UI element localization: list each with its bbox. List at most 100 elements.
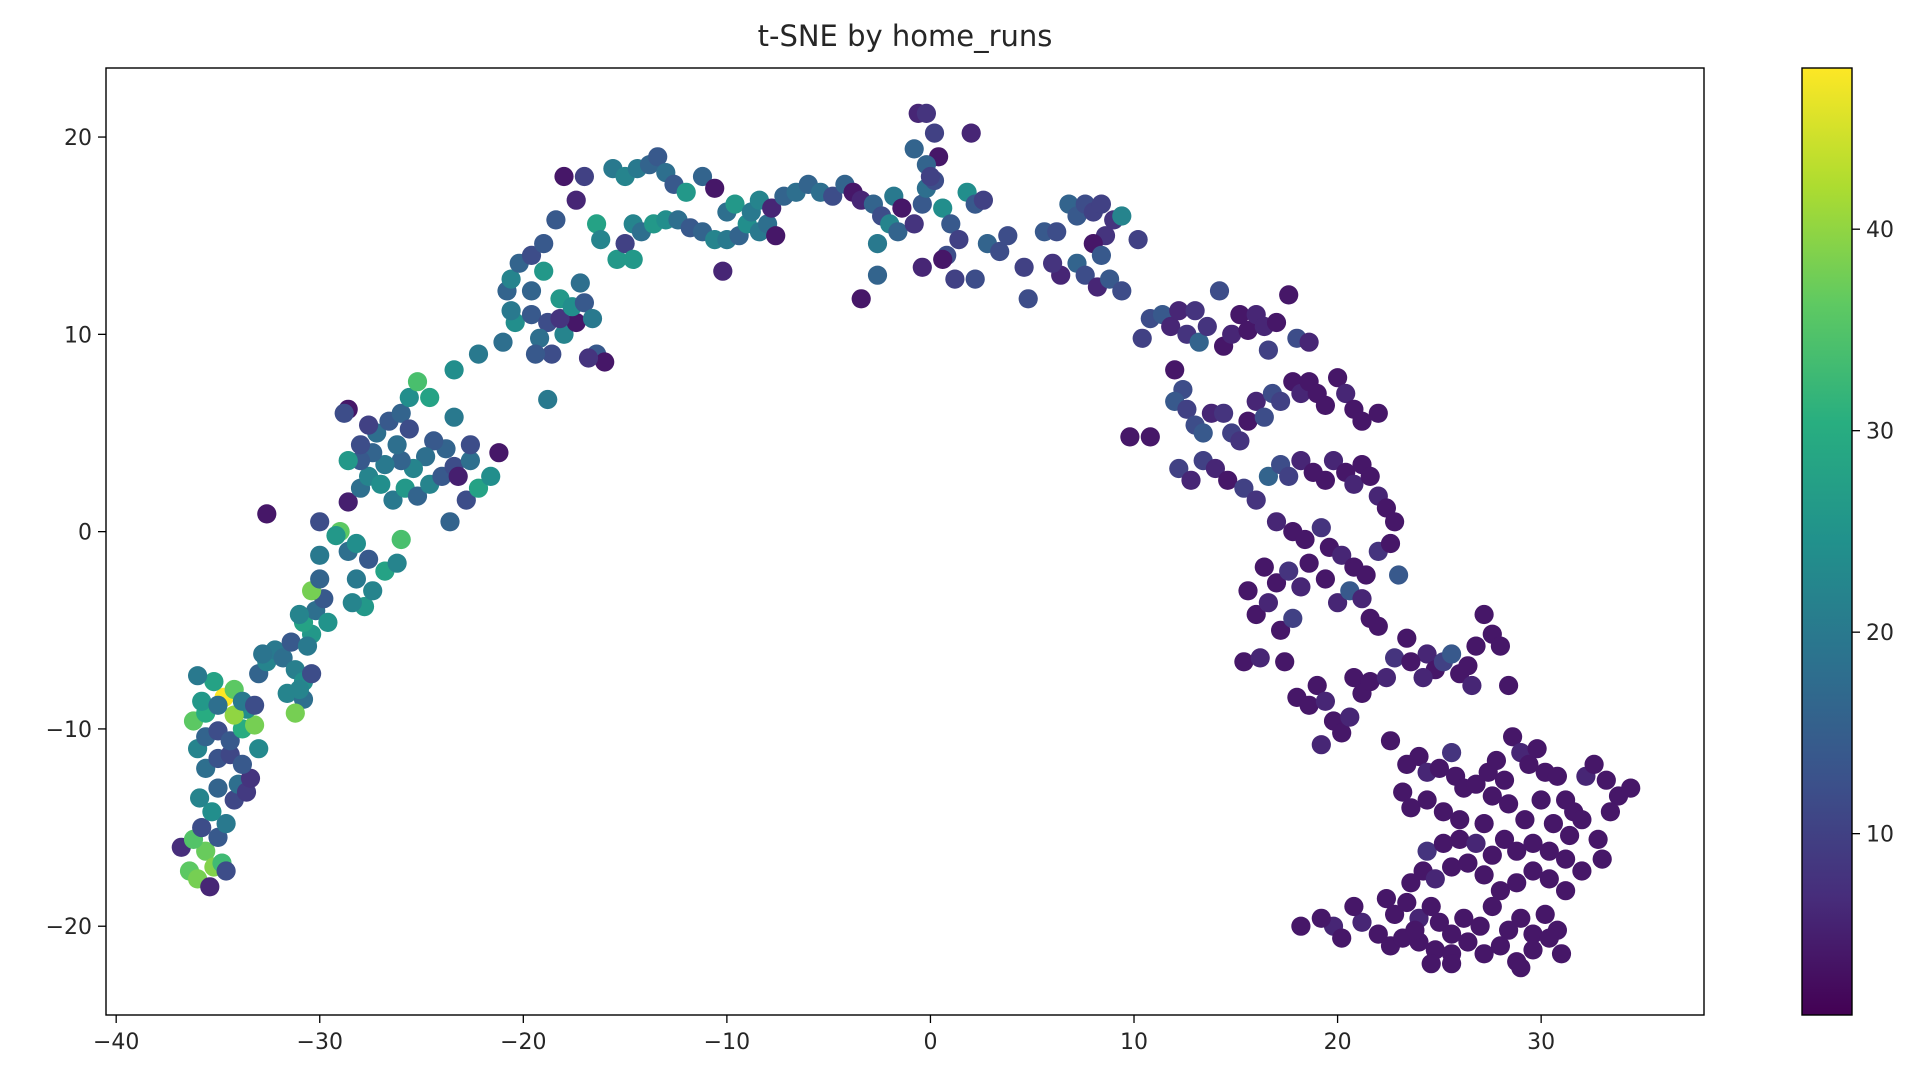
scatter-point xyxy=(595,352,615,372)
scatter-point xyxy=(1299,553,1319,573)
scatter-point xyxy=(1482,786,1502,806)
scatter-point xyxy=(468,478,489,498)
scatter-point xyxy=(208,695,228,715)
x-tick-label: −30 xyxy=(297,1030,343,1055)
x-tick-label: −40 xyxy=(93,1030,139,1055)
scatter-point xyxy=(534,234,554,254)
scatter-point xyxy=(456,490,476,510)
scatter-point xyxy=(1344,474,1364,494)
scatter-point xyxy=(245,715,265,735)
scatter-point xyxy=(310,545,330,565)
scatter-point xyxy=(289,604,309,625)
scatter-point xyxy=(904,139,924,159)
scatter-point xyxy=(1425,869,1445,889)
scatter-point xyxy=(363,581,383,601)
scatter-point xyxy=(1458,932,1478,952)
scatter-point xyxy=(1352,912,1372,932)
scatter-point xyxy=(468,344,489,364)
scatter-point xyxy=(1393,782,1413,802)
x-tick-label: −10 xyxy=(704,1030,750,1055)
scatter-point xyxy=(554,166,574,187)
scatter-point xyxy=(867,234,888,254)
scatter-point xyxy=(1169,301,1189,321)
scatter-point xyxy=(521,281,542,301)
scatter-point xyxy=(1380,731,1401,751)
scatter-point xyxy=(1323,451,1344,471)
scatter-point xyxy=(587,214,607,234)
scatter-point xyxy=(578,348,599,368)
scatter-point xyxy=(297,636,318,656)
scatter-point xyxy=(1266,312,1287,333)
scatter-point xyxy=(350,435,371,455)
scatter-point xyxy=(501,301,521,321)
scatter-point xyxy=(1421,954,1441,974)
scatter-point xyxy=(1344,896,1364,917)
scatter-point xyxy=(285,703,305,723)
scatter-point xyxy=(383,490,403,510)
scatter-point xyxy=(1230,305,1250,325)
scatter-point xyxy=(501,269,521,289)
scatter-point xyxy=(192,818,212,838)
scatter-point xyxy=(240,768,261,788)
scatter-point xyxy=(1376,889,1396,909)
y-tick-label: −20 xyxy=(46,915,92,940)
scatter-point xyxy=(190,788,210,808)
scatter-point xyxy=(892,198,912,218)
scatter-point xyxy=(1466,636,1486,656)
scatter-point xyxy=(1482,845,1502,865)
scatter-point xyxy=(1254,557,1274,577)
y-tick-label: 20 xyxy=(64,126,92,151)
x-tick-label: 30 xyxy=(1527,1030,1555,1055)
scatter-point xyxy=(1401,652,1421,672)
scatter-point xyxy=(1165,360,1185,380)
scatter-point xyxy=(1014,257,1034,277)
scatter-point xyxy=(916,103,937,123)
y-tick-label: 0 xyxy=(78,521,92,546)
scatter-point xyxy=(1100,269,1120,289)
scatter-point xyxy=(399,387,419,408)
scatter-point xyxy=(1397,628,1417,648)
scatter-point xyxy=(965,269,985,289)
scatter-point xyxy=(1332,723,1352,743)
scatter-point xyxy=(570,273,590,293)
scatter-point xyxy=(1238,411,1258,431)
x-axis: −40 −30 −20 −10 0 10 20 30 xyxy=(93,1015,1555,1055)
scatter-point xyxy=(1177,399,1197,419)
scatter-point xyxy=(273,648,293,668)
scatter-point xyxy=(912,194,932,214)
scatter-point xyxy=(1385,648,1405,668)
scatter-point xyxy=(521,305,542,325)
scatter-point xyxy=(1295,529,1315,550)
scatter-point xyxy=(1218,470,1238,490)
scatter-point xyxy=(998,226,1018,246)
scatter-point xyxy=(1283,608,1303,629)
scatter-point xyxy=(973,190,994,210)
scatter-point xyxy=(1442,743,1462,763)
scatter-point xyxy=(440,512,460,532)
scatter-point xyxy=(310,569,330,589)
scatter-point xyxy=(1311,908,1331,928)
scatter-point xyxy=(481,466,501,486)
scatter-point xyxy=(391,529,411,550)
scatter-point xyxy=(1075,265,1095,285)
scatter-point xyxy=(1279,466,1299,486)
scatter-point xyxy=(1511,908,1531,928)
scatter-point xyxy=(1238,320,1258,340)
scatter-point xyxy=(1250,648,1270,668)
scatter-point xyxy=(1291,916,1311,936)
scatter-point xyxy=(196,841,216,861)
scatter-point xyxy=(990,241,1010,262)
scatter-point xyxy=(1621,778,1641,798)
scatter-point xyxy=(1547,766,1567,786)
scatter-point xyxy=(420,387,440,408)
scatter-point xyxy=(1531,790,1551,810)
scatter-point xyxy=(1258,593,1278,613)
scatter-point xyxy=(1503,727,1523,747)
scatter-point xyxy=(1311,735,1331,755)
scatter-point xyxy=(346,569,366,589)
scatter-point xyxy=(1332,545,1352,565)
scatter-point xyxy=(1523,861,1543,881)
scatter-point xyxy=(1271,620,1291,640)
scatter-point xyxy=(1246,604,1266,625)
scatter-point xyxy=(359,549,379,569)
